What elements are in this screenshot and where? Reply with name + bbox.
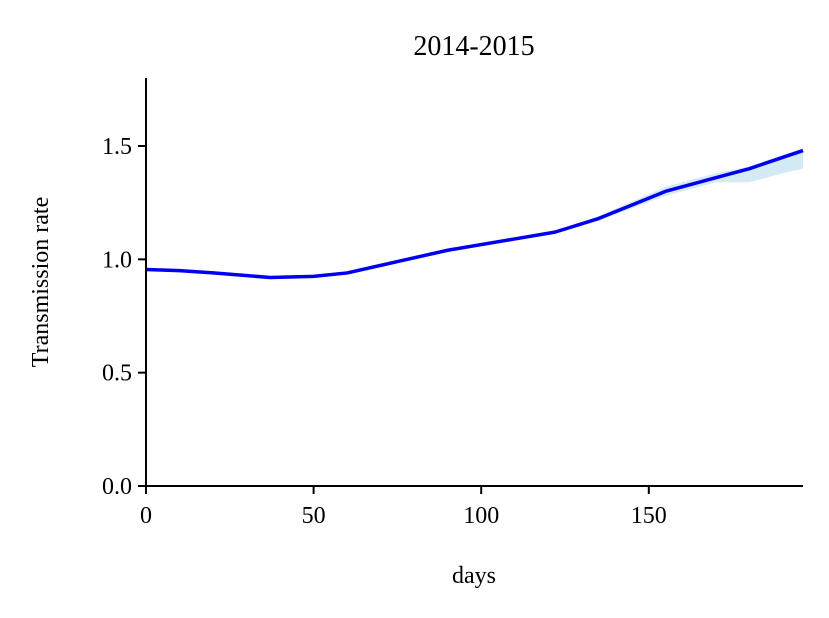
x-axis-label: days	[452, 563, 496, 589]
y-axis-label: Transmission rate	[28, 197, 54, 367]
confidence-band	[146, 148, 803, 279]
line	[145, 148, 804, 280]
chart-title: 2014-2015	[413, 31, 534, 62]
x-tick-label: 100	[463, 503, 499, 529]
y-tick-label: 1.0	[102, 247, 132, 273]
x-tick-label: 0	[140, 503, 152, 529]
y-tick-label: 1.5	[102, 134, 132, 160]
y-tick-label: 0.5	[102, 361, 132, 387]
x-tick-label: 150	[631, 503, 667, 529]
x-tick-label: 50	[302, 503, 326, 529]
y-tick-label: 0.0	[102, 474, 132, 500]
